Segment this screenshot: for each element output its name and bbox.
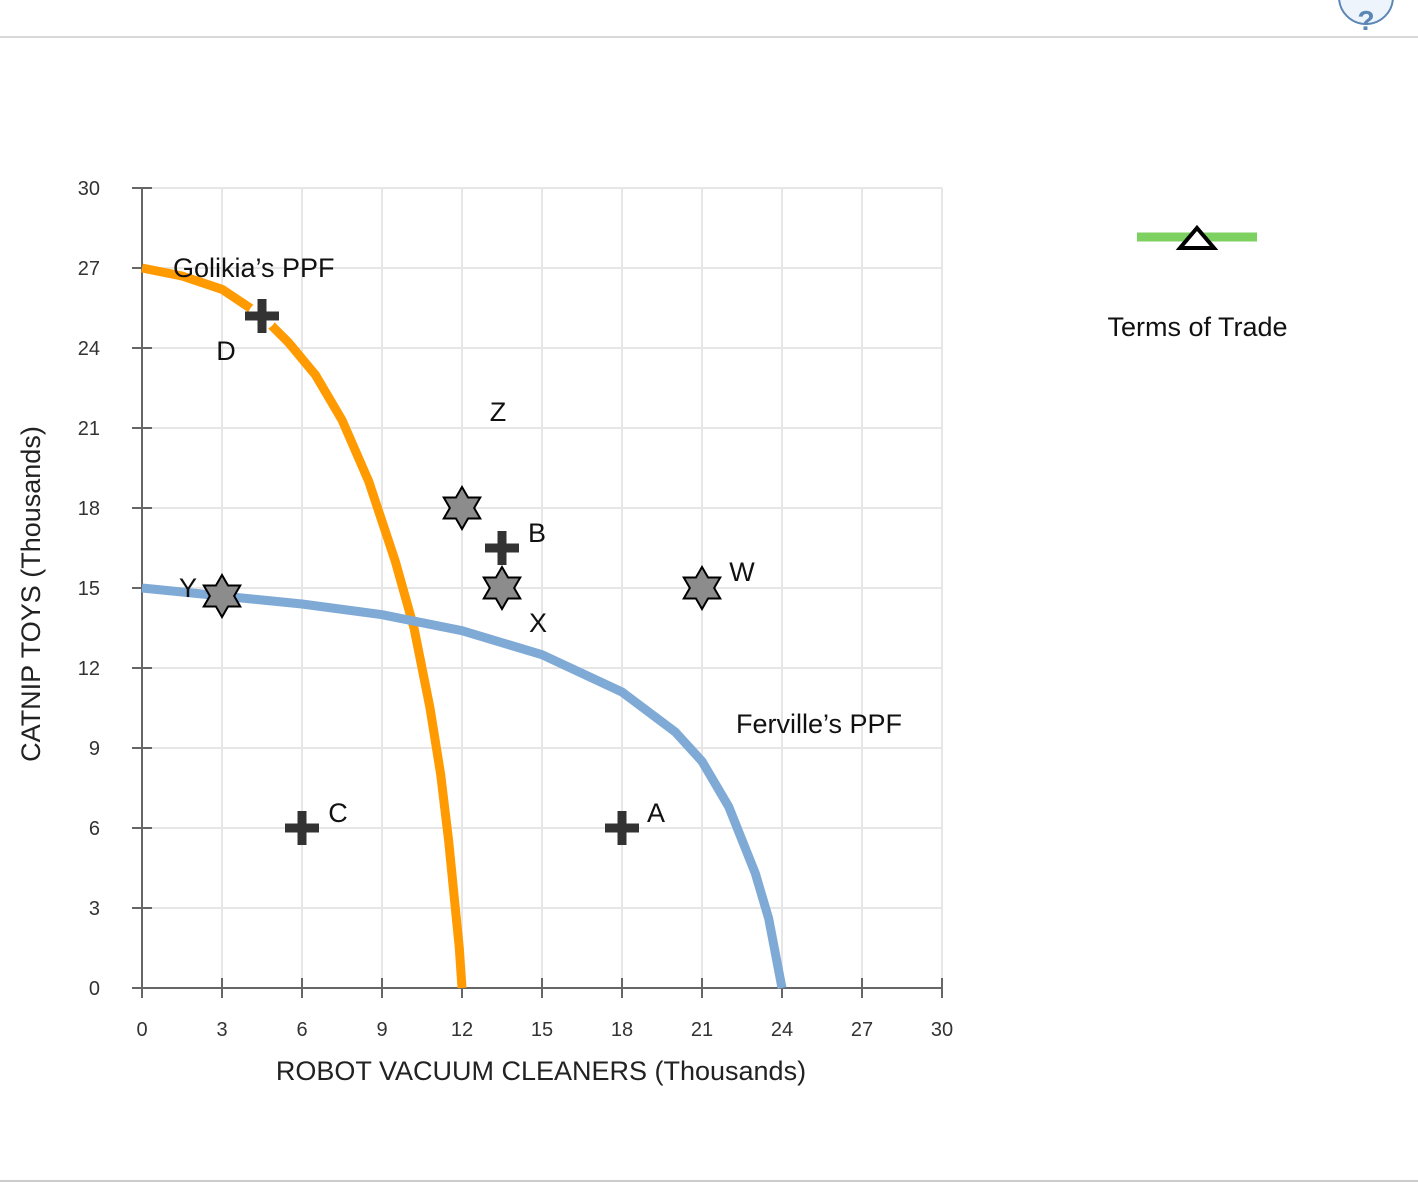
x-tick-label: 6	[296, 1019, 307, 1041]
ppf-curve-golikia	[141, 263, 467, 989]
y-tick-label: 24	[78, 338, 100, 360]
help-icon: ?	[1357, 5, 1375, 36]
x-tick-label: 27	[851, 1019, 873, 1041]
point-c-plus-marker: C	[285, 798, 348, 845]
x-tick-label: 21	[691, 1019, 713, 1041]
x-tick-label: 15	[531, 1019, 553, 1041]
point-a-plus-marker: A	[605, 798, 665, 845]
y-tick-label: 0	[89, 978, 100, 1000]
y-tick-label: 27	[78, 258, 100, 280]
point-label-y: Y	[179, 573, 197, 603]
legend-label: Terms of Trade	[1107, 312, 1288, 342]
plus-bar-vertical	[617, 811, 627, 845]
bottom-divider	[0, 1180, 1418, 1182]
ppf-curve-ferville	[141, 583, 787, 989]
point-label-b: B	[528, 518, 546, 548]
star-fill-down	[485, 578, 519, 607]
x-tick-label: 9	[376, 1019, 387, 1041]
curve-labels: Golikia’s PPF Ferville’s PPF	[173, 253, 902, 739]
y-axis-title: CATNIP TOYS (Thousands)	[16, 426, 46, 762]
point-y-star-marker: Y	[179, 573, 242, 619]
point-w-star-marker: W	[682, 557, 755, 611]
x-tick-label: 30	[931, 1019, 953, 1041]
y-tick-label: 9	[89, 738, 100, 760]
point-label-c: C	[328, 798, 348, 828]
star-fill-down	[445, 498, 479, 527]
point-x-star-marker: X	[482, 565, 547, 638]
x-tick-label: 24	[771, 1019, 793, 1041]
plus-bar-vertical	[297, 811, 307, 845]
triangle-outline-icon	[1175, 224, 1219, 250]
point-z-star-marker: Z	[442, 397, 507, 531]
plus-bar-vertical	[497, 531, 507, 565]
top-divider	[0, 36, 1418, 38]
x-tick-label: 0	[136, 1019, 147, 1041]
star-fill-down	[685, 578, 719, 607]
y-tick-label: 3	[89, 898, 100, 920]
y-tick-label: 12	[78, 658, 100, 680]
y-tick-label: 21	[78, 418, 100, 440]
y-tick-label: 18	[78, 498, 100, 520]
point-label-a: A	[647, 798, 665, 828]
x-tick-label: 12	[451, 1019, 473, 1041]
point-label-w: W	[729, 557, 755, 587]
x-axis-title: ROBOT VACUUM CLEANERS (Thousands)	[276, 1056, 806, 1086]
point-d-plus-marker: D	[216, 299, 279, 366]
plus-bar-vertical	[257, 299, 267, 333]
curve-label-ferville: Ferville’s PPF	[736, 709, 902, 739]
point-markers: A B C D W X Y Z	[179, 299, 755, 845]
point-b-plus-marker: B	[485, 518, 546, 565]
axes: 0 3 6 9 12 15 18 21 24 27 30 0 3 6 9 12 15 18 21 24 27 30	[78, 178, 953, 1041]
point-label-x: X	[529, 608, 547, 638]
ppf-curves	[141, 263, 787, 989]
x-tick-label: 18	[611, 1019, 633, 1041]
point-label-d: D	[216, 336, 236, 366]
y-tick-label: 6	[89, 818, 100, 840]
y-tick-label: 30	[78, 178, 100, 200]
x-tick-label: 3	[216, 1019, 227, 1041]
star-fill-down	[205, 586, 239, 615]
y-tick-label: 15	[78, 578, 100, 600]
point-label-z: Z	[490, 397, 507, 427]
legend-graphic[interactable]	[1137, 224, 1257, 250]
curve-label-golikia: Golikia’s PPF	[173, 253, 335, 283]
